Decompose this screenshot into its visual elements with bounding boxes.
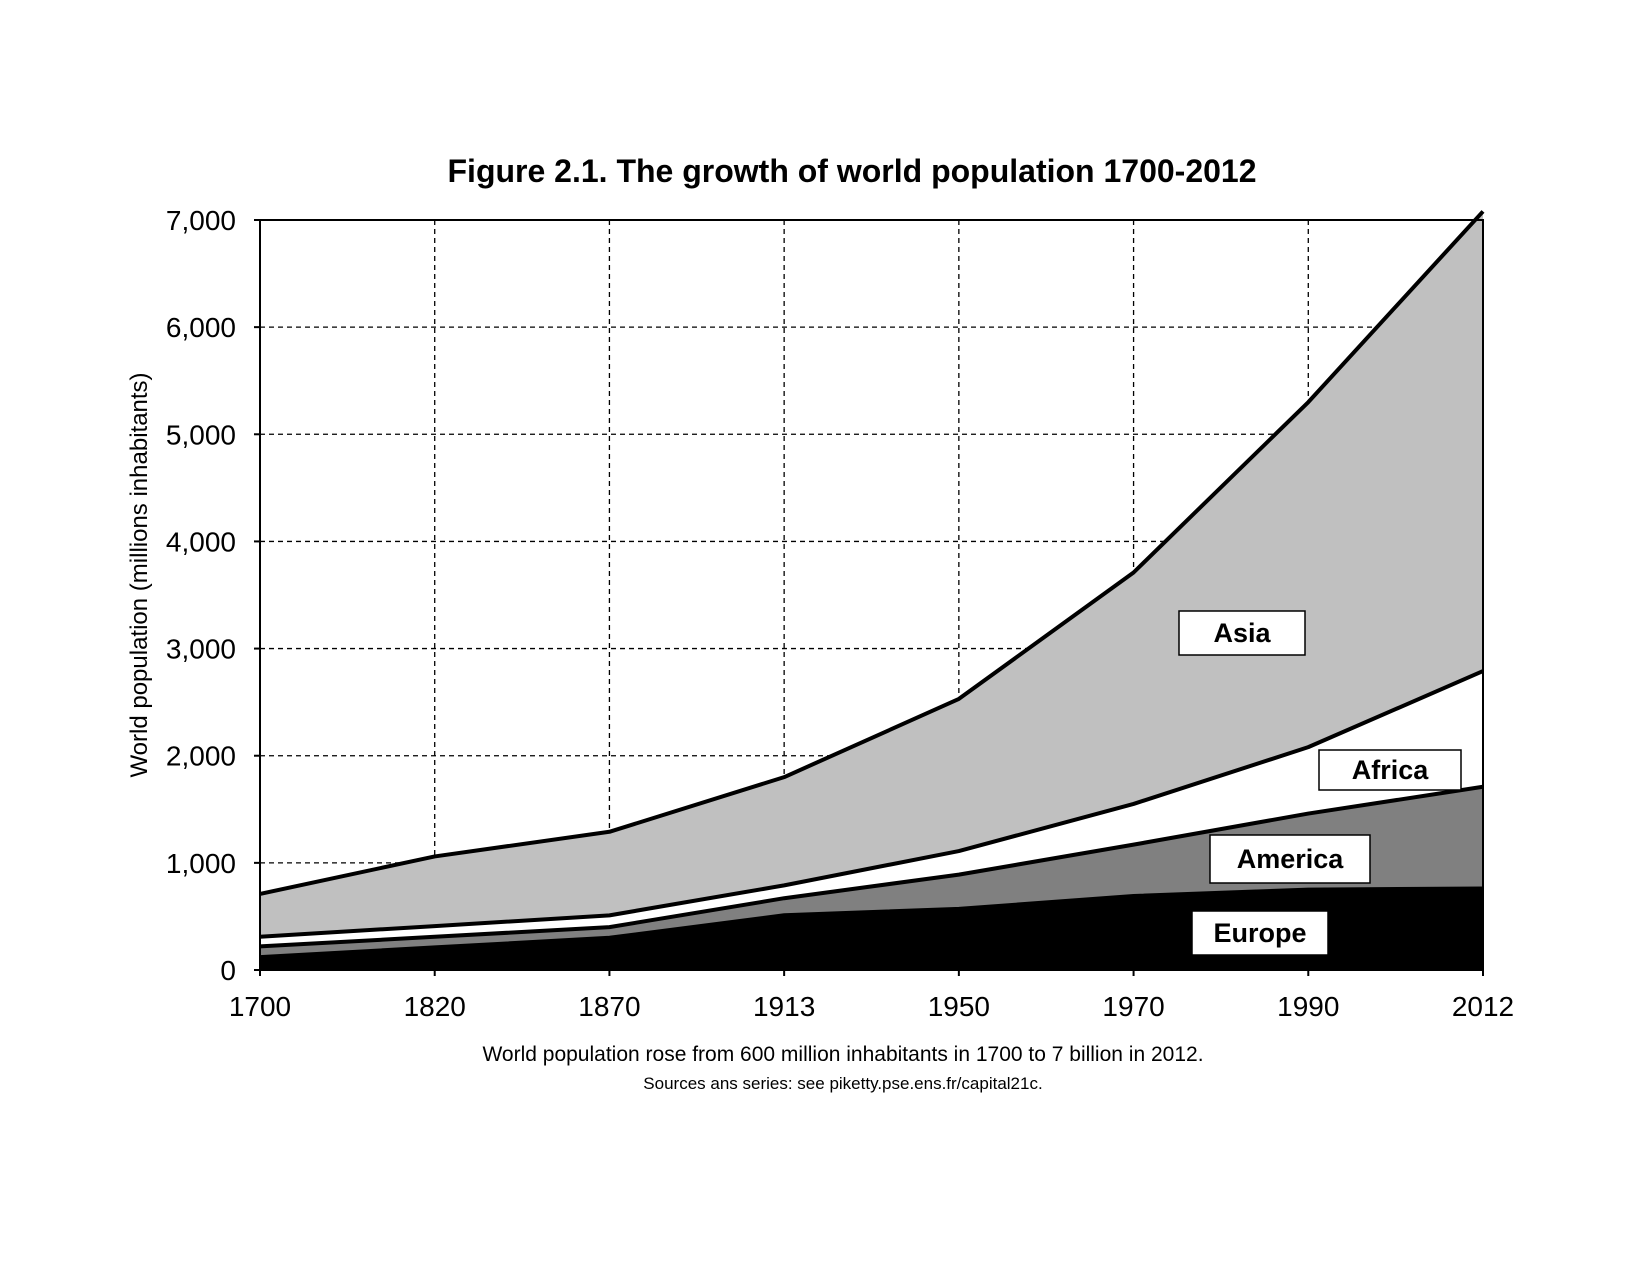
boundary-europe: [259, 886, 1484, 958]
boundary-asia: [259, 210, 1485, 896]
label-africa: Africa: [1352, 755, 1430, 785]
region-labels: Europe America Africa Asia: [1178, 610, 1462, 956]
y-axis-ticks: 0 1,000 2,000 3,000 4,000 5,000 6,000 7,000: [166, 205, 260, 986]
area-africa: [260, 671, 1483, 947]
y-tick-label: 4,000: [166, 526, 236, 557]
y-tick-label: 5,000: [166, 419, 236, 450]
label-box-america: [1209, 834, 1371, 884]
chart-title: Figure 2.1. The growth of world populati…: [448, 153, 1257, 189]
area-europe: [260, 887, 1483, 970]
label-europe: Europe: [1213, 918, 1306, 948]
plot-frame: [259, 219, 1484, 971]
series-boundaries: [259, 210, 1485, 958]
chart-source: Sources ans series: see piketty.pse.ens.…: [643, 1074, 1042, 1093]
label-asia: Asia: [1213, 618, 1271, 648]
y-tick-label: 1,000: [166, 848, 236, 879]
area-asia: [260, 211, 1483, 937]
y-tick-label: 3,000: [166, 634, 236, 665]
boundary-america: [259, 784, 1484, 949]
chart-caption: World population rose from 600 million i…: [482, 1043, 1203, 1066]
x-tick-label: 1820: [404, 991, 466, 1022]
x-tick-label: 1970: [1102, 991, 1164, 1022]
x-tick-label: 1950: [928, 991, 990, 1022]
x-tick-label: 1870: [578, 991, 640, 1022]
label-america: America: [1237, 844, 1345, 874]
label-box-asia: [1178, 610, 1306, 656]
y-axis-label: World population (millions inhabitants): [126, 372, 153, 777]
y-tick-label: 7,000: [166, 205, 236, 236]
x-tick-label: 1990: [1277, 991, 1339, 1022]
label-box-africa: [1318, 749, 1462, 791]
boundary-africa: [259, 669, 1484, 939]
y-tick-label: 0: [220, 955, 236, 986]
y-tick-label: 2,000: [166, 741, 236, 772]
y-tick-label: 6,000: [166, 312, 236, 343]
x-tick-label: 1913: [753, 991, 815, 1022]
x-tick-label: 2012: [1452, 991, 1514, 1022]
label-box-europe: [1191, 910, 1329, 956]
x-axis-ticks: 1700 1820 1870 1913 1950 1970 1990 2012: [229, 970, 1514, 1022]
x-tick-label: 1700: [229, 991, 291, 1022]
